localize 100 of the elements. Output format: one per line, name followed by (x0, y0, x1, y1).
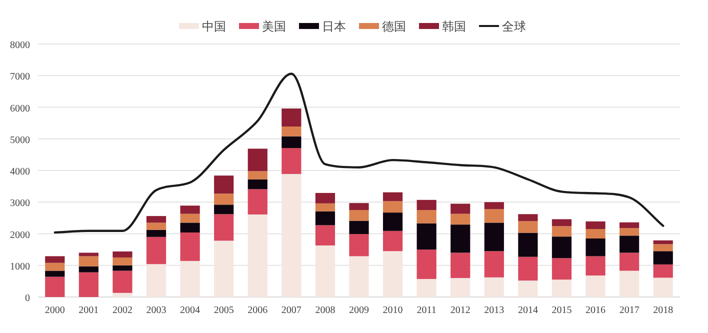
bar (484, 251, 504, 278)
y-tick-label: 2000 (10, 230, 30, 241)
legend-label: 德国 (382, 20, 406, 34)
bar (382, 201, 403, 213)
bar (552, 258, 572, 280)
y-tick-label: 6000 (10, 103, 30, 114)
y-tick-label: 1000 (10, 261, 30, 272)
y-tick-label: 7000 (10, 72, 30, 83)
bar (653, 240, 673, 244)
bar (282, 108, 302, 127)
bar (78, 252, 98, 256)
bar (45, 270, 65, 277)
bar (214, 194, 234, 205)
bar (450, 252, 470, 278)
bar (248, 171, 268, 180)
legend-label: 中国 (202, 20, 226, 34)
bar (450, 204, 470, 214)
bar (620, 270, 640, 297)
x-tick-label: 2014 (518, 305, 538, 316)
x-tick-label: 2009 (349, 305, 369, 316)
bar (484, 209, 504, 223)
bar (653, 278, 673, 297)
bar (315, 192, 336, 204)
x-tick-label: 2017 (619, 305, 640, 316)
bar (349, 203, 369, 210)
bar (484, 202, 504, 210)
bar (552, 219, 572, 226)
bar (180, 260, 200, 297)
bar (180, 206, 200, 214)
legend-label: 日本 (322, 20, 346, 34)
bar (146, 216, 166, 223)
x-tick-label: 2010 (382, 305, 403, 316)
bar (586, 229, 606, 238)
bar (450, 214, 470, 225)
bar (248, 189, 268, 214)
bar (112, 257, 132, 266)
bar (620, 222, 640, 228)
bar (416, 278, 436, 297)
y-tick-label: 5000 (10, 134, 30, 146)
bar (180, 232, 200, 261)
x-tick-label: 2001 (78, 305, 99, 316)
bar (382, 251, 403, 297)
bar (45, 262, 65, 271)
bar (78, 266, 98, 272)
bar (349, 210, 369, 221)
y-tick-label: 0 (25, 293, 30, 304)
x-tick-label: 2000 (44, 305, 65, 316)
bar (518, 232, 538, 257)
bar (552, 280, 572, 297)
bar (78, 256, 98, 266)
bar (518, 221, 538, 233)
bar (620, 228, 640, 236)
bar (518, 280, 538, 297)
bar (180, 222, 200, 232)
bar (248, 179, 268, 190)
bar (653, 251, 673, 264)
bar (78, 272, 98, 297)
bar (653, 264, 673, 278)
bar (552, 236, 572, 258)
bar (518, 256, 538, 281)
bar (112, 270, 132, 293)
bar (382, 212, 403, 231)
bar (146, 230, 166, 237)
bar (450, 278, 470, 297)
legend-label: 美国 (262, 20, 286, 34)
bar (416, 223, 436, 250)
x-tick-label: 2013 (484, 305, 504, 316)
x-tick-label: 2007 (281, 305, 302, 316)
bar (484, 277, 504, 297)
bar (146, 222, 166, 230)
bar (112, 265, 132, 271)
bar (349, 234, 369, 256)
x-tick-label: 2002 (112, 305, 132, 316)
bar (282, 126, 302, 136)
bar (282, 148, 302, 174)
bar (315, 203, 336, 212)
bar (214, 214, 234, 241)
bar (248, 214, 268, 297)
bar (416, 210, 436, 224)
legend-label: 韩国 (442, 20, 466, 34)
x-tick-label: 2005 (214, 305, 234, 316)
bar (45, 276, 65, 297)
bar (382, 192, 403, 202)
bar (620, 236, 640, 253)
legend-label: 全球 (502, 20, 526, 34)
bar (214, 204, 234, 214)
bar (214, 176, 234, 194)
bar (248, 148, 268, 172)
bar (586, 256, 606, 276)
x-tick-label: 2015 (552, 305, 572, 316)
x-tick-label: 2008 (315, 305, 336, 316)
bar (146, 236, 166, 264)
bar (146, 264, 166, 297)
bar (620, 252, 640, 271)
x-tick-label: 2016 (586, 305, 606, 316)
bar (450, 224, 470, 253)
bar (416, 200, 436, 210)
y-tick-label: 4000 (10, 166, 30, 178)
bar (518, 214, 538, 222)
bar (45, 256, 65, 263)
